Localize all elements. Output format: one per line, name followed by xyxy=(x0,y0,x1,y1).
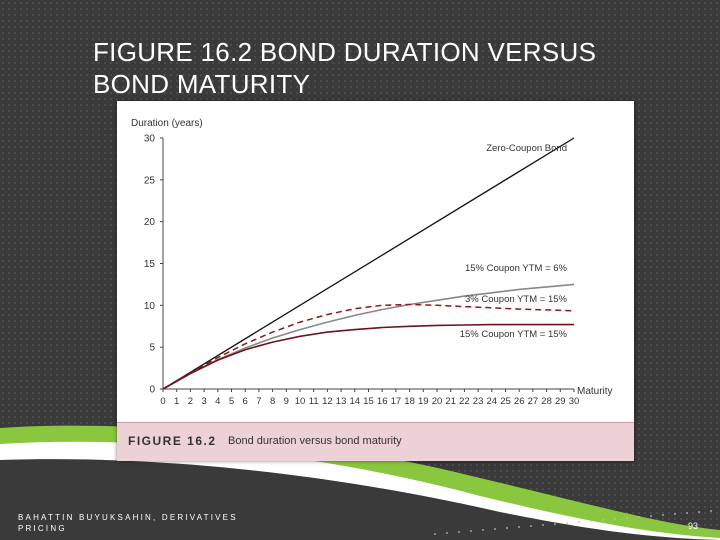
x-tick-label: 9 xyxy=(284,396,289,407)
x-tick-label: 6 xyxy=(243,396,248,407)
figure-card: 0 5 10 15 20 25 30 0 1 2 3 4 5 6 7 8 9 10 11 12 13 14 15 16 17 18… xyxy=(117,101,634,461)
x-tick-label: 22 xyxy=(459,396,470,407)
y-tick-label: 15 xyxy=(144,259,156,270)
x-tick-label: 17 xyxy=(391,396,402,407)
y-tick-label: 25 xyxy=(144,175,156,186)
x-tick-label: 13 xyxy=(336,396,347,407)
series-line-3 xyxy=(162,303,575,390)
x-tick-label: 19 xyxy=(418,396,429,407)
x-tick-label: 29 xyxy=(555,396,566,407)
x-tick-label: 0 xyxy=(160,396,165,407)
x-tick-label: 25 xyxy=(500,396,511,407)
series-label-1: Zero-Coupon Bond xyxy=(486,143,567,154)
page-number: 93 xyxy=(688,521,699,531)
series-label-2: 15% Coupon YTM = 6% xyxy=(465,263,568,274)
x-tick-label: 28 xyxy=(541,396,552,407)
x-tick-label: 27 xyxy=(528,396,539,407)
y-axis-label: Duration (years) xyxy=(131,118,203,129)
x-tick-label: 2 xyxy=(188,396,193,407)
x-tick-label: 20 xyxy=(432,396,443,407)
series-line-1 xyxy=(162,137,575,390)
x-tick-label: 21 xyxy=(445,396,456,407)
dotted-line-decoration xyxy=(434,510,712,535)
x-tick-label: 30 xyxy=(569,396,580,407)
y-tick-label: 10 xyxy=(144,301,156,312)
series-label-4: 15% Coupon YTM = 15% xyxy=(460,329,568,340)
y-tick-label: 30 xyxy=(144,134,156,145)
x-axis-label: Maturity xyxy=(577,386,613,397)
figure-caption-number: FIGURE 16.2 xyxy=(128,434,217,448)
figure-caption-text: Bond duration versus bond maturity xyxy=(228,435,402,447)
x-tick-label: 1 xyxy=(174,396,179,407)
series-line-4 xyxy=(162,323,574,390)
y-tick-label: 5 xyxy=(149,343,155,354)
x-tick-label: 5 xyxy=(229,396,234,407)
x-tick-label: 16 xyxy=(377,396,388,407)
y-tick-label: 20 xyxy=(144,217,156,228)
figure-caption-bar: FIGURE 16.2 Bond duration versus bond ma… xyxy=(117,422,634,461)
x-tick-label: 23 xyxy=(473,396,484,407)
x-tick-label: 15 xyxy=(363,396,374,407)
series-line-2 xyxy=(162,283,575,390)
x-tick-label: 14 xyxy=(350,396,361,407)
x-tick-label: 8 xyxy=(270,396,275,407)
x-tick-label: 7 xyxy=(256,396,261,407)
x-tick-label: 18 xyxy=(404,396,415,407)
x-tick-label: 4 xyxy=(215,396,220,407)
series-label-3: 3% Coupon YTM = 15% xyxy=(465,294,568,305)
x-tick-label: 11 xyxy=(309,396,319,407)
x-tick-label: 12 xyxy=(322,396,333,407)
x-tick-label: 26 xyxy=(514,396,525,407)
x-tick-label: 3 xyxy=(201,396,206,407)
x-tick-label: 24 xyxy=(487,396,498,407)
y-tick-label: 0 xyxy=(149,385,155,396)
x-tick-label: 10 xyxy=(295,396,306,407)
footer-author: BAHATTIN BUYUKSAHIN, DERIVATIVES PRICING xyxy=(18,513,238,533)
slide-title: FIGURE 16.2 BOND DURATION VERSUS BOND MA… xyxy=(93,37,597,99)
